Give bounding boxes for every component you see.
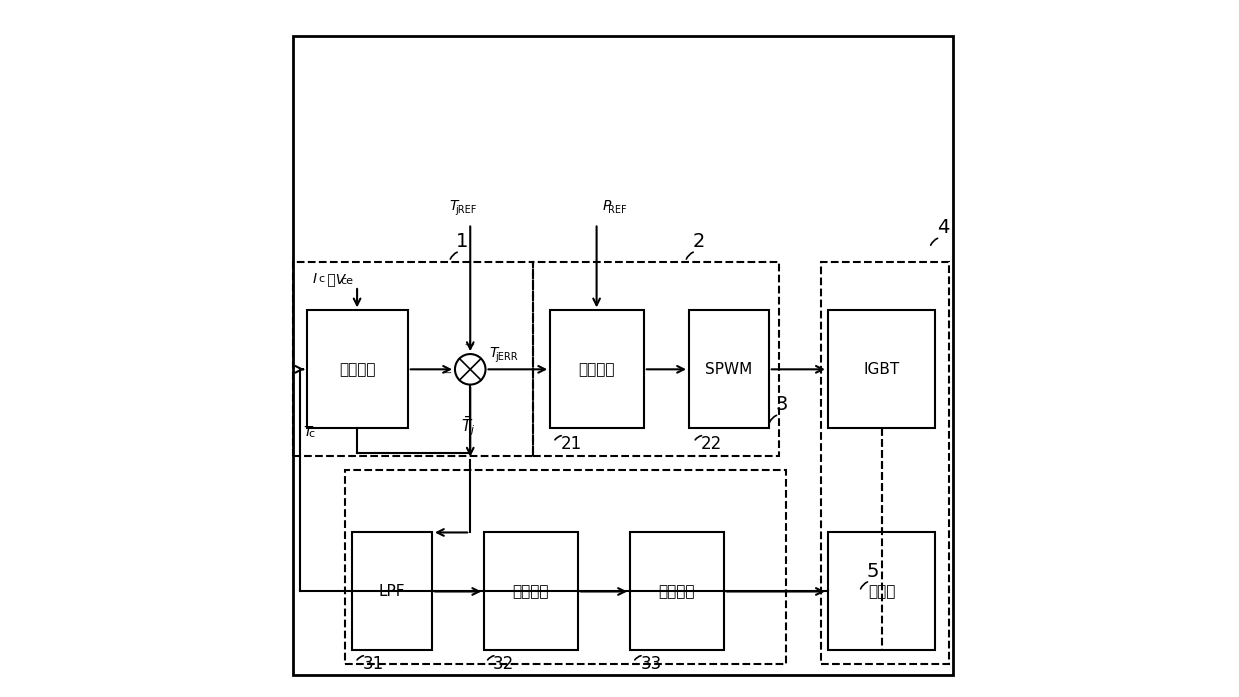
Text: 牵引控制: 牵引控制: [579, 362, 616, 377]
Text: ce: ce: [341, 276, 353, 286]
Text: +: +: [463, 338, 475, 352]
FancyBboxPatch shape: [484, 533, 577, 650]
Text: −: −: [440, 366, 452, 380]
Text: 结温控制: 结温控制: [339, 362, 375, 377]
FancyBboxPatch shape: [828, 533, 935, 650]
Text: 散热控制: 散热控制: [513, 584, 549, 599]
FancyBboxPatch shape: [352, 533, 432, 650]
FancyBboxPatch shape: [828, 310, 935, 429]
FancyBboxPatch shape: [294, 36, 953, 675]
Text: 5: 5: [866, 562, 880, 581]
Text: 33: 33: [641, 655, 662, 673]
Text: 、V: 、V: [323, 272, 346, 286]
Text: P: P: [602, 199, 611, 213]
FancyBboxPatch shape: [629, 533, 724, 650]
Text: 31: 31: [363, 655, 384, 673]
Text: 1: 1: [456, 232, 468, 252]
Text: IGBT: IGBT: [864, 362, 900, 377]
Text: 3: 3: [776, 395, 788, 415]
Text: jERR: jERR: [496, 353, 518, 362]
Text: REF: REF: [608, 205, 627, 215]
Text: 4: 4: [937, 218, 949, 238]
Text: T: T: [489, 346, 498, 360]
FancyBboxPatch shape: [689, 310, 768, 429]
Text: LPF: LPF: [379, 584, 405, 599]
Text: jREF: jREF: [456, 205, 477, 215]
Text: 21: 21: [560, 436, 582, 453]
Text: 散热器: 散热器: [867, 584, 896, 599]
Text: I: I: [312, 272, 317, 286]
Text: 2: 2: [693, 232, 705, 252]
Text: 22: 22: [701, 436, 722, 453]
Text: $\bar{T}_j$: $\bar{T}_j$: [461, 415, 476, 438]
Text: T: T: [302, 424, 311, 439]
Text: SPWM: SPWM: [705, 362, 752, 377]
Text: c: c: [309, 429, 315, 439]
Text: c: c: [318, 274, 325, 284]
FancyBboxPatch shape: [307, 310, 408, 429]
Text: T: T: [450, 199, 458, 213]
Text: 变频水泵: 变频水泵: [658, 584, 695, 599]
FancyBboxPatch shape: [550, 310, 644, 429]
Text: 32: 32: [493, 655, 514, 673]
